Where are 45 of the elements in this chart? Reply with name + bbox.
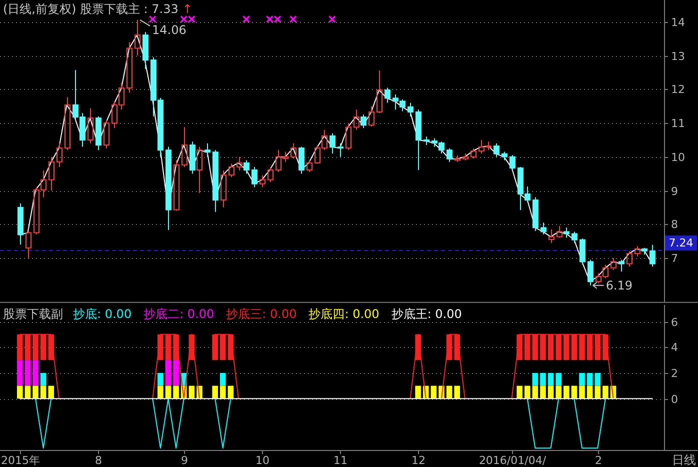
x-tick-label: 2015年 <box>1 454 40 467</box>
legend-item: 抄底四: 0.00 <box>308 306 380 321</box>
candlestick <box>48 156 54 192</box>
candlestick <box>354 109 360 130</box>
candlestick <box>126 42 132 94</box>
candlestick <box>236 156 242 171</box>
y-tick-label: 2 <box>671 367 678 380</box>
y-tick-label: 12 <box>671 83 685 96</box>
candlestick <box>196 146 202 194</box>
x-tick-label: 2 <box>595 454 602 467</box>
y-tick-label: 13 <box>671 50 685 63</box>
y-tick-label: 8 <box>671 218 678 231</box>
candlestick <box>88 108 94 144</box>
y-tick-label: 11 <box>671 117 685 130</box>
x-tick-label: 2016/01/04/ <box>478 454 546 467</box>
legend-item: 抄底三: 0.00 <box>226 306 297 321</box>
title: 股票下载副 <box>3 306 63 321</box>
candlestick <box>540 222 546 235</box>
legend-item: 抄底二: 0.00 <box>144 306 214 321</box>
x-tick-label: 12 <box>412 454 426 467</box>
y-tick-label: 6 <box>671 316 678 329</box>
x-tick-label: 8 <box>95 454 102 467</box>
candlestick <box>166 146 172 231</box>
ref-label: 7.24 <box>668 236 694 250</box>
annotation: 日线 <box>672 453 696 467</box>
legend-item: 抄底王: 0.00 <box>391 306 462 321</box>
x-tick-label: 9 <box>181 454 188 467</box>
title: (日线,前复权) 股票下载主 : 7.33 <box>3 2 178 16</box>
x-tick-label: 10 <box>256 454 270 467</box>
annotation: ↑ <box>182 2 192 16</box>
annotation: 14.06 <box>152 22 186 37</box>
candlestick <box>548 228 554 244</box>
y-tick-label: 14 <box>671 16 685 29</box>
x-tick-label: 11 <box>334 454 348 467</box>
y-tick-label: 9 <box>671 185 678 198</box>
candlestick <box>330 132 336 154</box>
annotation: 6.19 <box>606 278 633 292</box>
y-tick-label: 7 <box>671 252 678 265</box>
legend-item: 抄底: 0.00 <box>73 306 132 321</box>
y-tick-label: 10 <box>671 151 685 164</box>
candlestick <box>634 246 640 257</box>
y-tick-label: 0 <box>671 393 678 406</box>
y-tick-label: 4 <box>671 341 678 354</box>
candlestick <box>104 119 110 149</box>
candlestick <box>134 19 140 56</box>
